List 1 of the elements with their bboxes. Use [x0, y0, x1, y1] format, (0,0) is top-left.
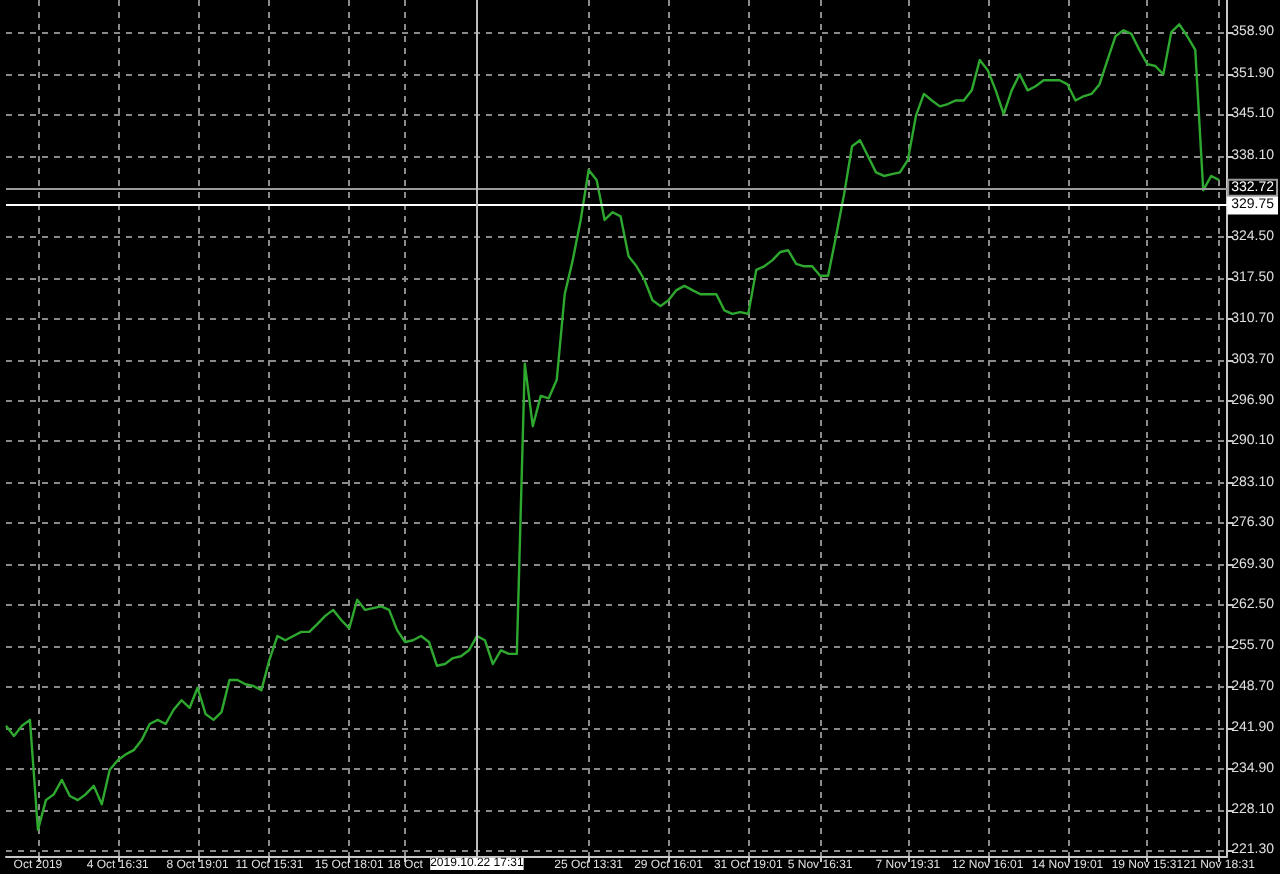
line-series — [4, 23, 1221, 832]
